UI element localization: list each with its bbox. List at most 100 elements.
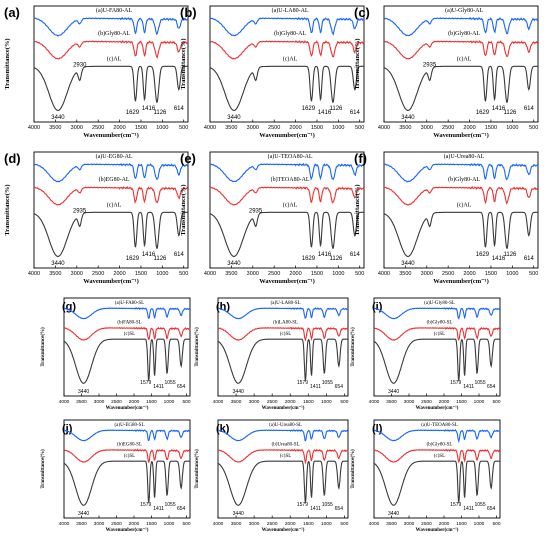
peak-annotation: 1126 bbox=[153, 256, 167, 262]
series-label: (b)Gly80-SL bbox=[427, 442, 453, 447]
y-axis-label: Transmittance(%) bbox=[41, 327, 46, 367]
x-tick-label: 1500 bbox=[303, 399, 314, 405]
series-label: (b)EG80-AL bbox=[99, 176, 130, 183]
series-label: (b)Urea80-SL bbox=[272, 442, 300, 447]
panel-c: 4000 3500 3000 2500 2000 1500 1000 500 Wavenumbe… bbox=[354, 5, 539, 139]
x-tick-label: 500 bbox=[492, 521, 500, 527]
peak-annotation: 1126 bbox=[503, 252, 517, 258]
series-line-1 bbox=[217, 307, 349, 320]
peak-annotation: 1411 bbox=[463, 384, 474, 390]
peak-annotation: 1055 bbox=[165, 380, 176, 386]
panel-letter: (l) bbox=[372, 423, 383, 435]
panel-letter: (c) bbox=[354, 5, 370, 20]
peak-annotation: 1579 bbox=[450, 502, 461, 508]
peak-annotation: 1629 bbox=[476, 110, 490, 116]
series-line-2 bbox=[63, 448, 191, 463]
peak-annotation: 3440 bbox=[233, 511, 244, 517]
peak-annotation: 1629 bbox=[126, 256, 140, 262]
x-tick-label: 2000 bbox=[113, 271, 125, 277]
series-label: (c)SL bbox=[434, 454, 445, 459]
x-axis-label: Wavenumber(cm⁻¹) bbox=[262, 527, 305, 533]
peak-annotation: 2930 bbox=[73, 62, 87, 68]
x-tick-label: 2500 bbox=[268, 271, 280, 277]
series-line-1 bbox=[64, 429, 191, 442]
peak-annotation: 1579 bbox=[297, 380, 308, 386]
x-tick-label: 3000 bbox=[247, 125, 259, 131]
series-label: (a)U-LA80-SL bbox=[271, 301, 301, 306]
peak-annotation: 2935 bbox=[73, 208, 87, 214]
x-tick-label: 2500 bbox=[268, 125, 280, 131]
series-line-1 bbox=[383, 16, 539, 37]
x-tick-label: 1500 bbox=[135, 125, 147, 131]
x-tick-label: 1000 bbox=[321, 399, 332, 405]
peak-annotation: 3440 bbox=[227, 261, 241, 267]
plot-frame bbox=[63, 297, 191, 397]
series-label: (a)U-FA80-AL bbox=[96, 7, 133, 14]
panel-j: 4000 3500 3000 2500 2000 1500 1000 500 Wavenumbe… bbox=[41, 419, 191, 533]
x-tick-label: 3000 bbox=[404, 521, 415, 527]
x-tick-label: 500 bbox=[355, 271, 364, 277]
x-tick-label: 2500 bbox=[442, 125, 454, 131]
x-tick-label: 3500 bbox=[76, 399, 87, 405]
panel-letter: (g) bbox=[62, 301, 76, 313]
peak-annotation: 1126 bbox=[503, 110, 517, 116]
series-label: (c)AL bbox=[283, 202, 298, 209]
peak-annotation: 614 bbox=[174, 252, 185, 258]
series-label: (a)U-Urea80-SL bbox=[269, 423, 302, 428]
x-tick-label: 500 bbox=[182, 521, 190, 527]
panel-g: 4000 3500 3000 2500 2000 1500 1000 500 Wavenumbe… bbox=[41, 297, 191, 411]
x-axis-label: Wavenumber(cm⁻¹) bbox=[416, 527, 459, 533]
x-tick-label: 3500 bbox=[231, 399, 242, 405]
peak-annotation: 2935 bbox=[423, 62, 437, 68]
peak-annotation: 3440 bbox=[233, 389, 244, 395]
x-tick-label: 2000 bbox=[129, 399, 140, 405]
series-line-3 bbox=[373, 338, 500, 384]
panel-letter: (k) bbox=[216, 423, 230, 435]
x-tick-label: 1500 bbox=[485, 125, 497, 131]
series-line-1 bbox=[209, 16, 365, 37]
x-tick-label: 500 bbox=[529, 125, 538, 131]
x-tick-label: 3500 bbox=[231, 521, 242, 527]
plot-frame bbox=[383, 151, 539, 269]
series-label: (b)LA80-SL bbox=[273, 320, 298, 325]
x-tick-label: 2500 bbox=[92, 125, 104, 131]
x-tick-label: 500 bbox=[492, 399, 500, 405]
x-tick-label: 2000 bbox=[289, 271, 301, 277]
x-tick-label: 2000 bbox=[113, 125, 125, 131]
panel-b: 4000 3500 3000 2500 2000 1500 1000 500 Wavenumbe… bbox=[180, 5, 365, 139]
x-tick-label: 1000 bbox=[164, 521, 175, 527]
peak-annotation: 3440 bbox=[401, 115, 415, 121]
series-line-3 bbox=[33, 211, 188, 257]
panel-letter: (e) bbox=[180, 151, 196, 166]
x-axis-label: Wavenumber(cm⁻¹) bbox=[259, 132, 315, 139]
x-tick-label: 3500 bbox=[225, 125, 237, 131]
x-tick-label: 500 bbox=[179, 125, 188, 131]
series-label: (c)SL bbox=[124, 332, 135, 337]
series-label: (a)U-TEOA80-AL bbox=[268, 153, 313, 160]
y-axis-label: Transmittance(%) bbox=[351, 449, 356, 489]
x-tick-label: 2000 bbox=[285, 521, 296, 527]
x-tick-label: 2000 bbox=[463, 271, 475, 277]
series-label: (a)U-Gly80-AL bbox=[445, 7, 483, 14]
series-label: (a)U-Urea80-AL bbox=[444, 153, 485, 160]
peak-annotation: 1416 bbox=[142, 106, 156, 112]
peak-annotation: 1579 bbox=[140, 502, 151, 508]
x-tick-label: 3500 bbox=[225, 271, 237, 277]
peak-annotation: 654 bbox=[487, 506, 496, 512]
plot-frame bbox=[373, 419, 501, 519]
x-axis-label: Wavenumber(cm⁻¹) bbox=[433, 132, 489, 139]
series-label: (a)U-FA80-SL bbox=[115, 301, 144, 306]
peak-annotation: 614 bbox=[524, 256, 535, 262]
peak-annotation: 2935 bbox=[249, 208, 263, 214]
series-label: (c)SL bbox=[124, 454, 135, 459]
x-tick-label: 4000 bbox=[369, 521, 380, 527]
x-tick-label: 3500 bbox=[399, 271, 411, 277]
x-tick-label: 2000 bbox=[439, 521, 450, 527]
peak-annotation: 1126 bbox=[329, 106, 343, 112]
x-tick-label: 1000 bbox=[164, 399, 175, 405]
series-line-1 bbox=[63, 306, 191, 320]
y-axis-label: Transmittance(%) bbox=[354, 184, 361, 235]
series-label: (a)U-TEOA80-SL bbox=[421, 423, 458, 428]
peak-annotation: 614 bbox=[524, 106, 535, 112]
series-line-3 bbox=[33, 65, 188, 111]
